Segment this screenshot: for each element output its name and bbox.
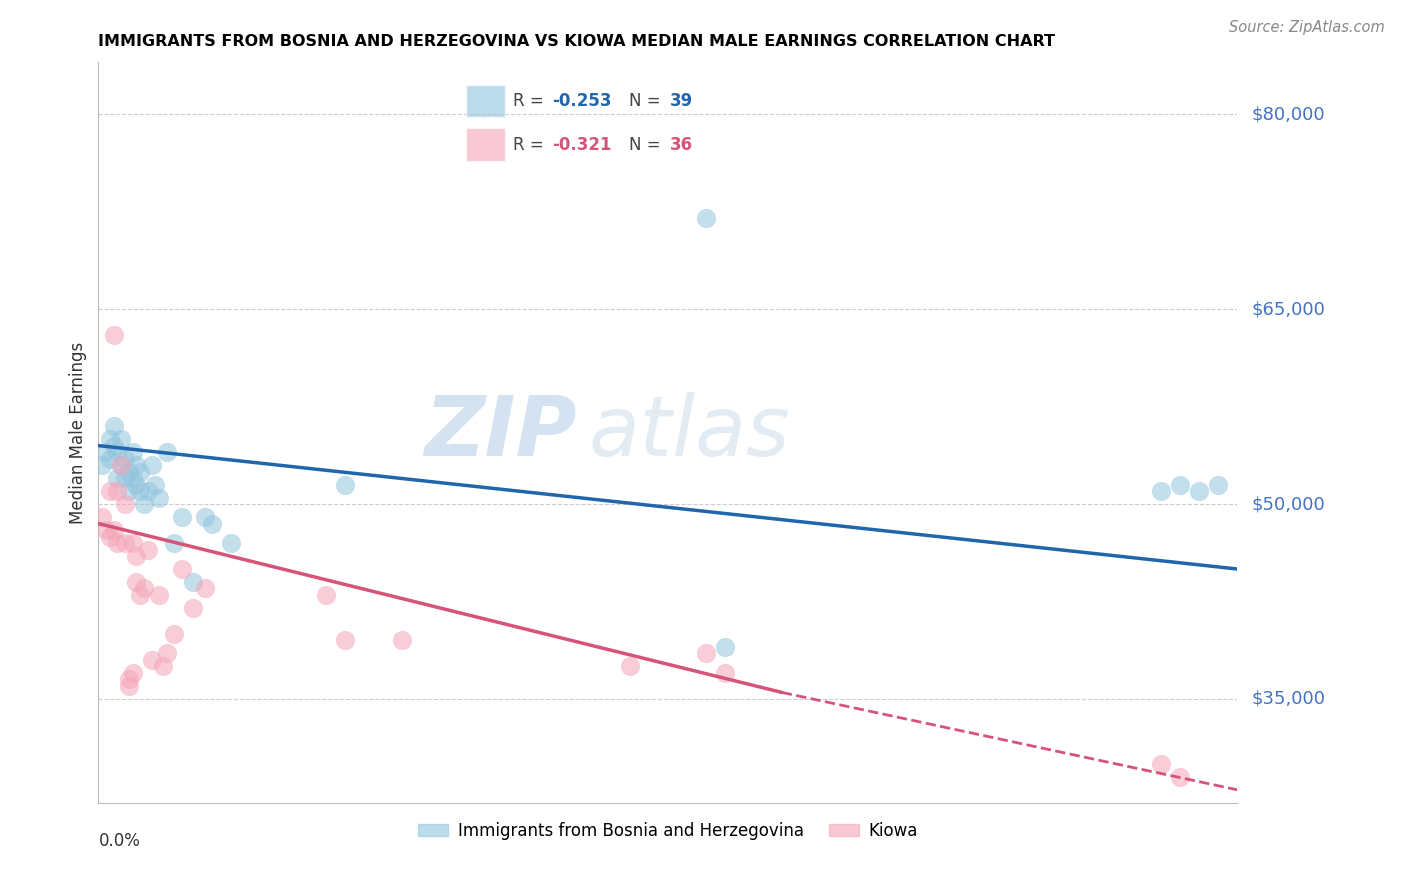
Point	[129, 484, 152, 499]
Point	[107, 471, 129, 485]
Point	[136, 542, 159, 557]
Text: IMMIGRANTS FROM BOSNIA AND HERZEGOVINA VS KIOWA MEDIAN MALE EARNINGS CORRELATION: IMMIGRANTS FROM BOSNIA AND HERZEGOVINA V…	[98, 34, 1056, 49]
Point	[114, 451, 136, 466]
Point	[221, 536, 243, 550]
Point	[98, 484, 121, 499]
Text: $80,000: $80,000	[1251, 105, 1324, 123]
Point	[136, 484, 159, 499]
Text: $35,000: $35,000	[1251, 690, 1326, 708]
Point	[114, 536, 136, 550]
Text: Source: ZipAtlas.com: Source: ZipAtlas.com	[1229, 20, 1385, 35]
Text: $50,000: $50,000	[1251, 495, 1324, 513]
Point	[94, 445, 117, 459]
Point	[335, 633, 357, 648]
Point	[118, 465, 141, 479]
Point	[118, 679, 141, 693]
Point	[1150, 484, 1173, 499]
Point	[170, 562, 193, 576]
Point	[103, 523, 125, 537]
Point	[1208, 477, 1230, 491]
Point	[121, 536, 143, 550]
Point	[335, 477, 357, 491]
Point	[110, 458, 132, 472]
Point	[391, 633, 413, 648]
Point	[619, 659, 641, 673]
Y-axis label: Median Male Earnings: Median Male Earnings	[69, 342, 87, 524]
Point	[141, 653, 163, 667]
Point	[714, 665, 737, 680]
Point	[315, 588, 337, 602]
Text: atlas: atlas	[588, 392, 790, 473]
Point	[107, 536, 129, 550]
Point	[114, 497, 136, 511]
Point	[125, 549, 148, 563]
Point	[170, 510, 193, 524]
Point	[103, 419, 125, 434]
Point	[695, 211, 717, 226]
Point	[103, 328, 125, 343]
Point	[156, 445, 179, 459]
Point	[201, 516, 224, 531]
Point	[129, 588, 152, 602]
Point	[183, 601, 205, 615]
Point	[695, 647, 717, 661]
Text: 0.0%: 0.0%	[98, 832, 141, 850]
Point	[98, 529, 121, 543]
Point	[98, 432, 121, 446]
Point	[110, 432, 132, 446]
Point	[1150, 756, 1173, 771]
Point	[125, 458, 148, 472]
Legend: Immigrants from Bosnia and Herzegovina, Kiowa: Immigrants from Bosnia and Herzegovina, …	[411, 815, 925, 847]
Point	[94, 523, 117, 537]
Point	[163, 536, 186, 550]
Point	[1170, 477, 1192, 491]
Point	[91, 458, 114, 472]
Point	[121, 665, 143, 680]
Point	[132, 497, 155, 511]
Point	[183, 574, 205, 589]
Point	[110, 458, 132, 472]
Point	[1188, 484, 1211, 499]
Point	[121, 445, 143, 459]
Point	[121, 471, 143, 485]
Point	[714, 640, 737, 654]
Point	[98, 451, 121, 466]
Point	[103, 439, 125, 453]
Point	[107, 484, 129, 499]
Point	[129, 465, 152, 479]
Point	[118, 484, 141, 499]
Text: $65,000: $65,000	[1251, 301, 1324, 318]
Point	[118, 673, 141, 687]
Point	[148, 588, 170, 602]
Point	[145, 477, 167, 491]
Point	[132, 582, 155, 596]
Point	[163, 627, 186, 641]
Point	[156, 647, 179, 661]
Point	[148, 491, 170, 505]
Point	[194, 582, 217, 596]
Point	[141, 458, 163, 472]
Point	[114, 471, 136, 485]
Point	[125, 477, 148, 491]
Point	[194, 510, 217, 524]
Point	[125, 574, 148, 589]
Text: ZIP: ZIP	[425, 392, 576, 473]
Point	[152, 659, 174, 673]
Point	[91, 510, 114, 524]
Point	[107, 445, 129, 459]
Point	[1170, 770, 1192, 784]
